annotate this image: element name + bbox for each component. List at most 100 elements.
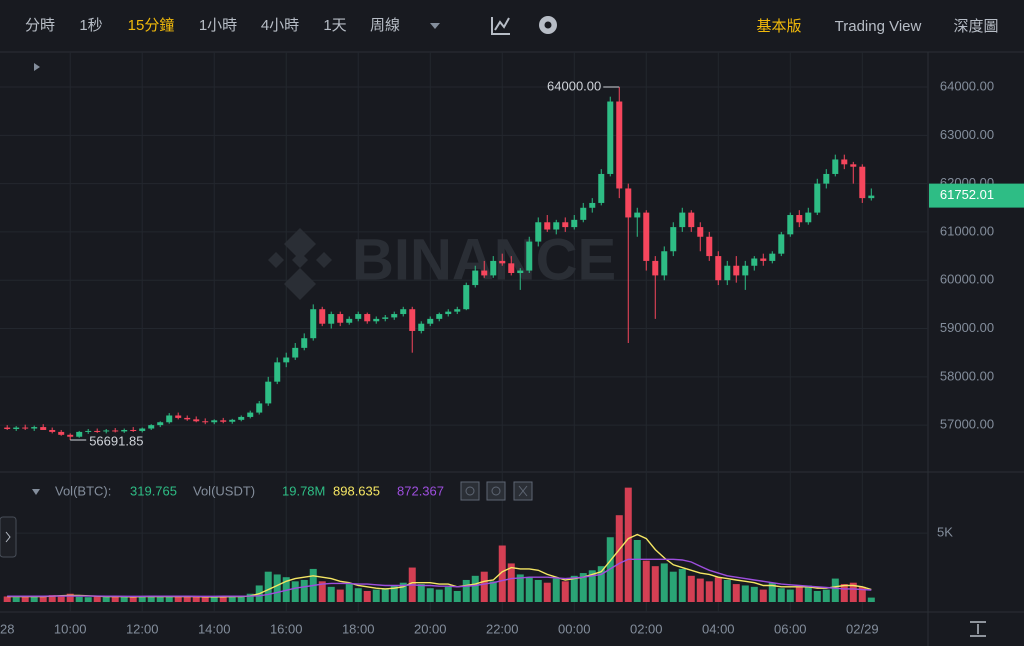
candle-body — [814, 183, 821, 213]
volume-bar — [84, 597, 92, 602]
candle-body — [634, 212, 641, 218]
side-handle[interactable] — [0, 516, 17, 558]
volume-bar — [507, 563, 515, 602]
y-tick-label: 57000.00 — [940, 417, 994, 432]
legend-ma-value: 872.367 — [397, 483, 444, 498]
volume-bar — [75, 596, 83, 602]
candle-body — [769, 253, 776, 261]
volume-bar — [120, 596, 128, 602]
candle-body — [238, 416, 245, 420]
volume-bar — [426, 588, 434, 602]
candle-body — [688, 212, 695, 228]
view-tab[interactable]: 基本版 — [756, 18, 801, 35]
volume-bar — [750, 586, 758, 602]
legend-usdt-label: Vol(USDT) — [193, 483, 255, 498]
timeframe-tab[interactable]: 1小時 — [199, 17, 237, 34]
dropdown-icon[interactable] — [430, 23, 440, 29]
y-tick-label: 60000.00 — [940, 272, 994, 287]
candle-body — [13, 427, 20, 430]
candle-body — [517, 270, 524, 273]
volume-bar — [561, 581, 569, 602]
legend-icons[interactable] — [460, 481, 533, 501]
volume-bar — [714, 577, 722, 602]
view-tab[interactable]: 深度圖 — [953, 18, 998, 35]
candle-body — [724, 265, 731, 281]
collapse-arrow[interactable] — [34, 63, 40, 71]
candle-body — [697, 227, 704, 237]
volume-bar — [66, 593, 74, 602]
x-tick-label: 06:00 — [774, 621, 807, 636]
volume-bar — [543, 582, 551, 602]
indicator-icon[interactable] — [491, 17, 510, 35]
candle-body — [67, 434, 74, 437]
timeframe-tab[interactable]: 15分鐘 — [128, 17, 175, 34]
watermark-logo — [268, 228, 332, 300]
candle-body — [76, 431, 83, 437]
candle-body — [553, 222, 560, 230]
x-tick-label: 10:00 — [54, 621, 87, 636]
y-tick-label: 64000.00 — [940, 78, 994, 93]
candle-body — [256, 403, 263, 413]
fit-icon[interactable] — [970, 621, 986, 637]
volume-bar — [399, 582, 407, 602]
volume-bar — [471, 575, 479, 602]
volume-bar — [156, 596, 164, 602]
candle-body — [607, 101, 614, 174]
candle-body — [805, 212, 812, 223]
volume-bar — [183, 596, 191, 602]
timeframe-tab[interactable]: 4小時 — [261, 17, 299, 34]
candle-body — [859, 166, 866, 199]
volume-bar — [867, 597, 875, 602]
x-tick-label: 18:00 — [342, 621, 375, 636]
volume-bar — [129, 597, 137, 602]
settings-icon[interactable] — [539, 16, 557, 34]
x-tick-label: 04:00 — [702, 621, 735, 636]
volume-bar — [579, 573, 587, 602]
timeframe-tab[interactable]: 1天 — [323, 17, 346, 34]
volume-bar — [102, 596, 110, 602]
view-tab[interactable]: Trading View — [835, 18, 922, 35]
timeframe-tab[interactable]: 周線 — [370, 17, 400, 34]
candle-body — [742, 265, 749, 276]
timeframe-tab[interactable]: 分時 — [25, 17, 55, 34]
candle-body — [112, 430, 119, 432]
volume-bar — [435, 589, 443, 602]
volume-bar — [534, 579, 542, 602]
candle-body — [436, 314, 443, 319]
timeframe-tab[interactable]: 1秒 — [79, 17, 102, 34]
candle-body — [130, 429, 137, 431]
volume-bar — [237, 595, 245, 602]
volume-bar — [390, 585, 398, 602]
candle-body — [868, 195, 875, 199]
volume-bar — [30, 596, 38, 602]
candle-body — [832, 159, 839, 174]
x-tick-label: 14:00 — [198, 621, 231, 636]
candle-body — [166, 415, 173, 423]
candle-body — [409, 309, 416, 331]
candle-body — [571, 219, 578, 228]
candle-body — [715, 256, 722, 281]
volume-bar — [597, 566, 605, 602]
legend-toggle[interactable] — [32, 489, 40, 495]
x-tick-label: 02/29 — [846, 621, 879, 636]
candle-body — [220, 420, 227, 422]
candle-body — [481, 270, 488, 276]
volume-bar — [201, 597, 209, 602]
candle-body — [310, 309, 317, 339]
legend-usdt-value: 19.78M — [282, 483, 325, 498]
x-tick-label: 20:00 — [414, 621, 447, 636]
volume-bar — [417, 584, 425, 602]
volume-bar — [858, 586, 866, 602]
candle-body — [202, 421, 209, 423]
volume-bar — [228, 596, 236, 602]
volume-bar — [21, 596, 29, 602]
volume-bar — [498, 545, 506, 602]
candle-body — [661, 251, 668, 276]
candle-body — [760, 258, 767, 261]
volume-bar — [660, 563, 668, 602]
volume-bar — [489, 581, 497, 602]
candle-body — [328, 314, 335, 324]
volume-bar — [840, 584, 848, 602]
candle-body — [94, 430, 101, 432]
volume-bar — [39, 595, 47, 602]
